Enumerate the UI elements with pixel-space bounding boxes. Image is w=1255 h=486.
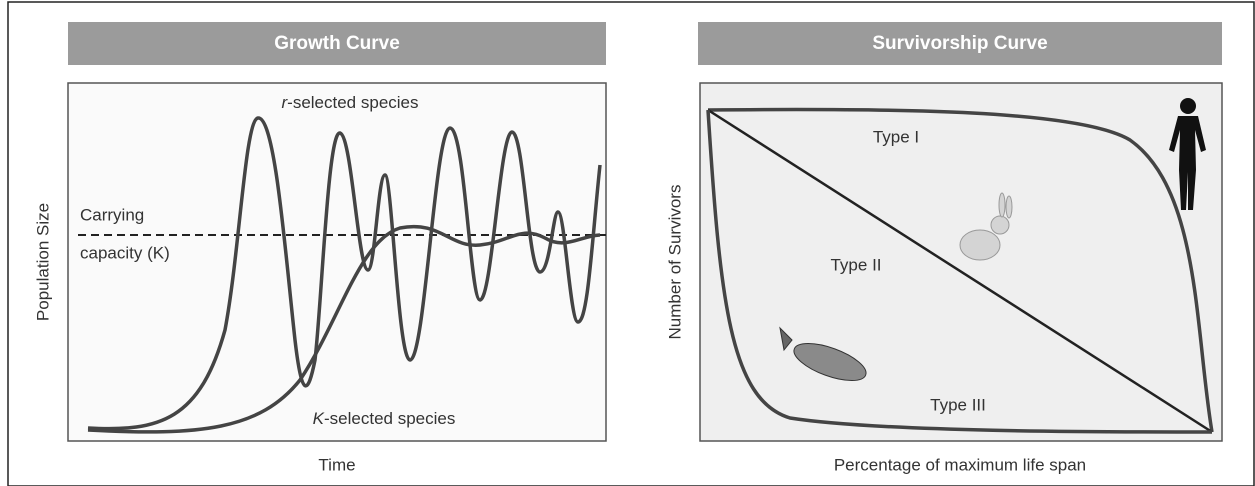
figure: Growth Curve r-selected species K-select… [0,0,1255,486]
type-label: Type II [830,255,881,274]
panel-title: Growth Curve [274,33,400,54]
panel-title: Survivorship Curve [872,33,1047,54]
k-label-italic: K [313,409,325,428]
capacity-label: capacity (K) [80,243,170,262]
k-label-rest: -selected species [324,409,455,428]
type-label: Type I [873,127,919,146]
capacity-label: Carrying [80,205,144,224]
r-label: r-selected species [281,93,418,112]
y-axis-label: Population Size [33,203,52,321]
y-axis-label: Number of Survivors [665,185,684,340]
k-label: K-selected species [313,409,456,428]
r-label-rest: -selected species [287,93,418,112]
type-label: Type III [930,395,986,414]
x-axis-label: Time [318,455,355,474]
x-axis-label: Percentage of maximum life span [834,455,1086,474]
